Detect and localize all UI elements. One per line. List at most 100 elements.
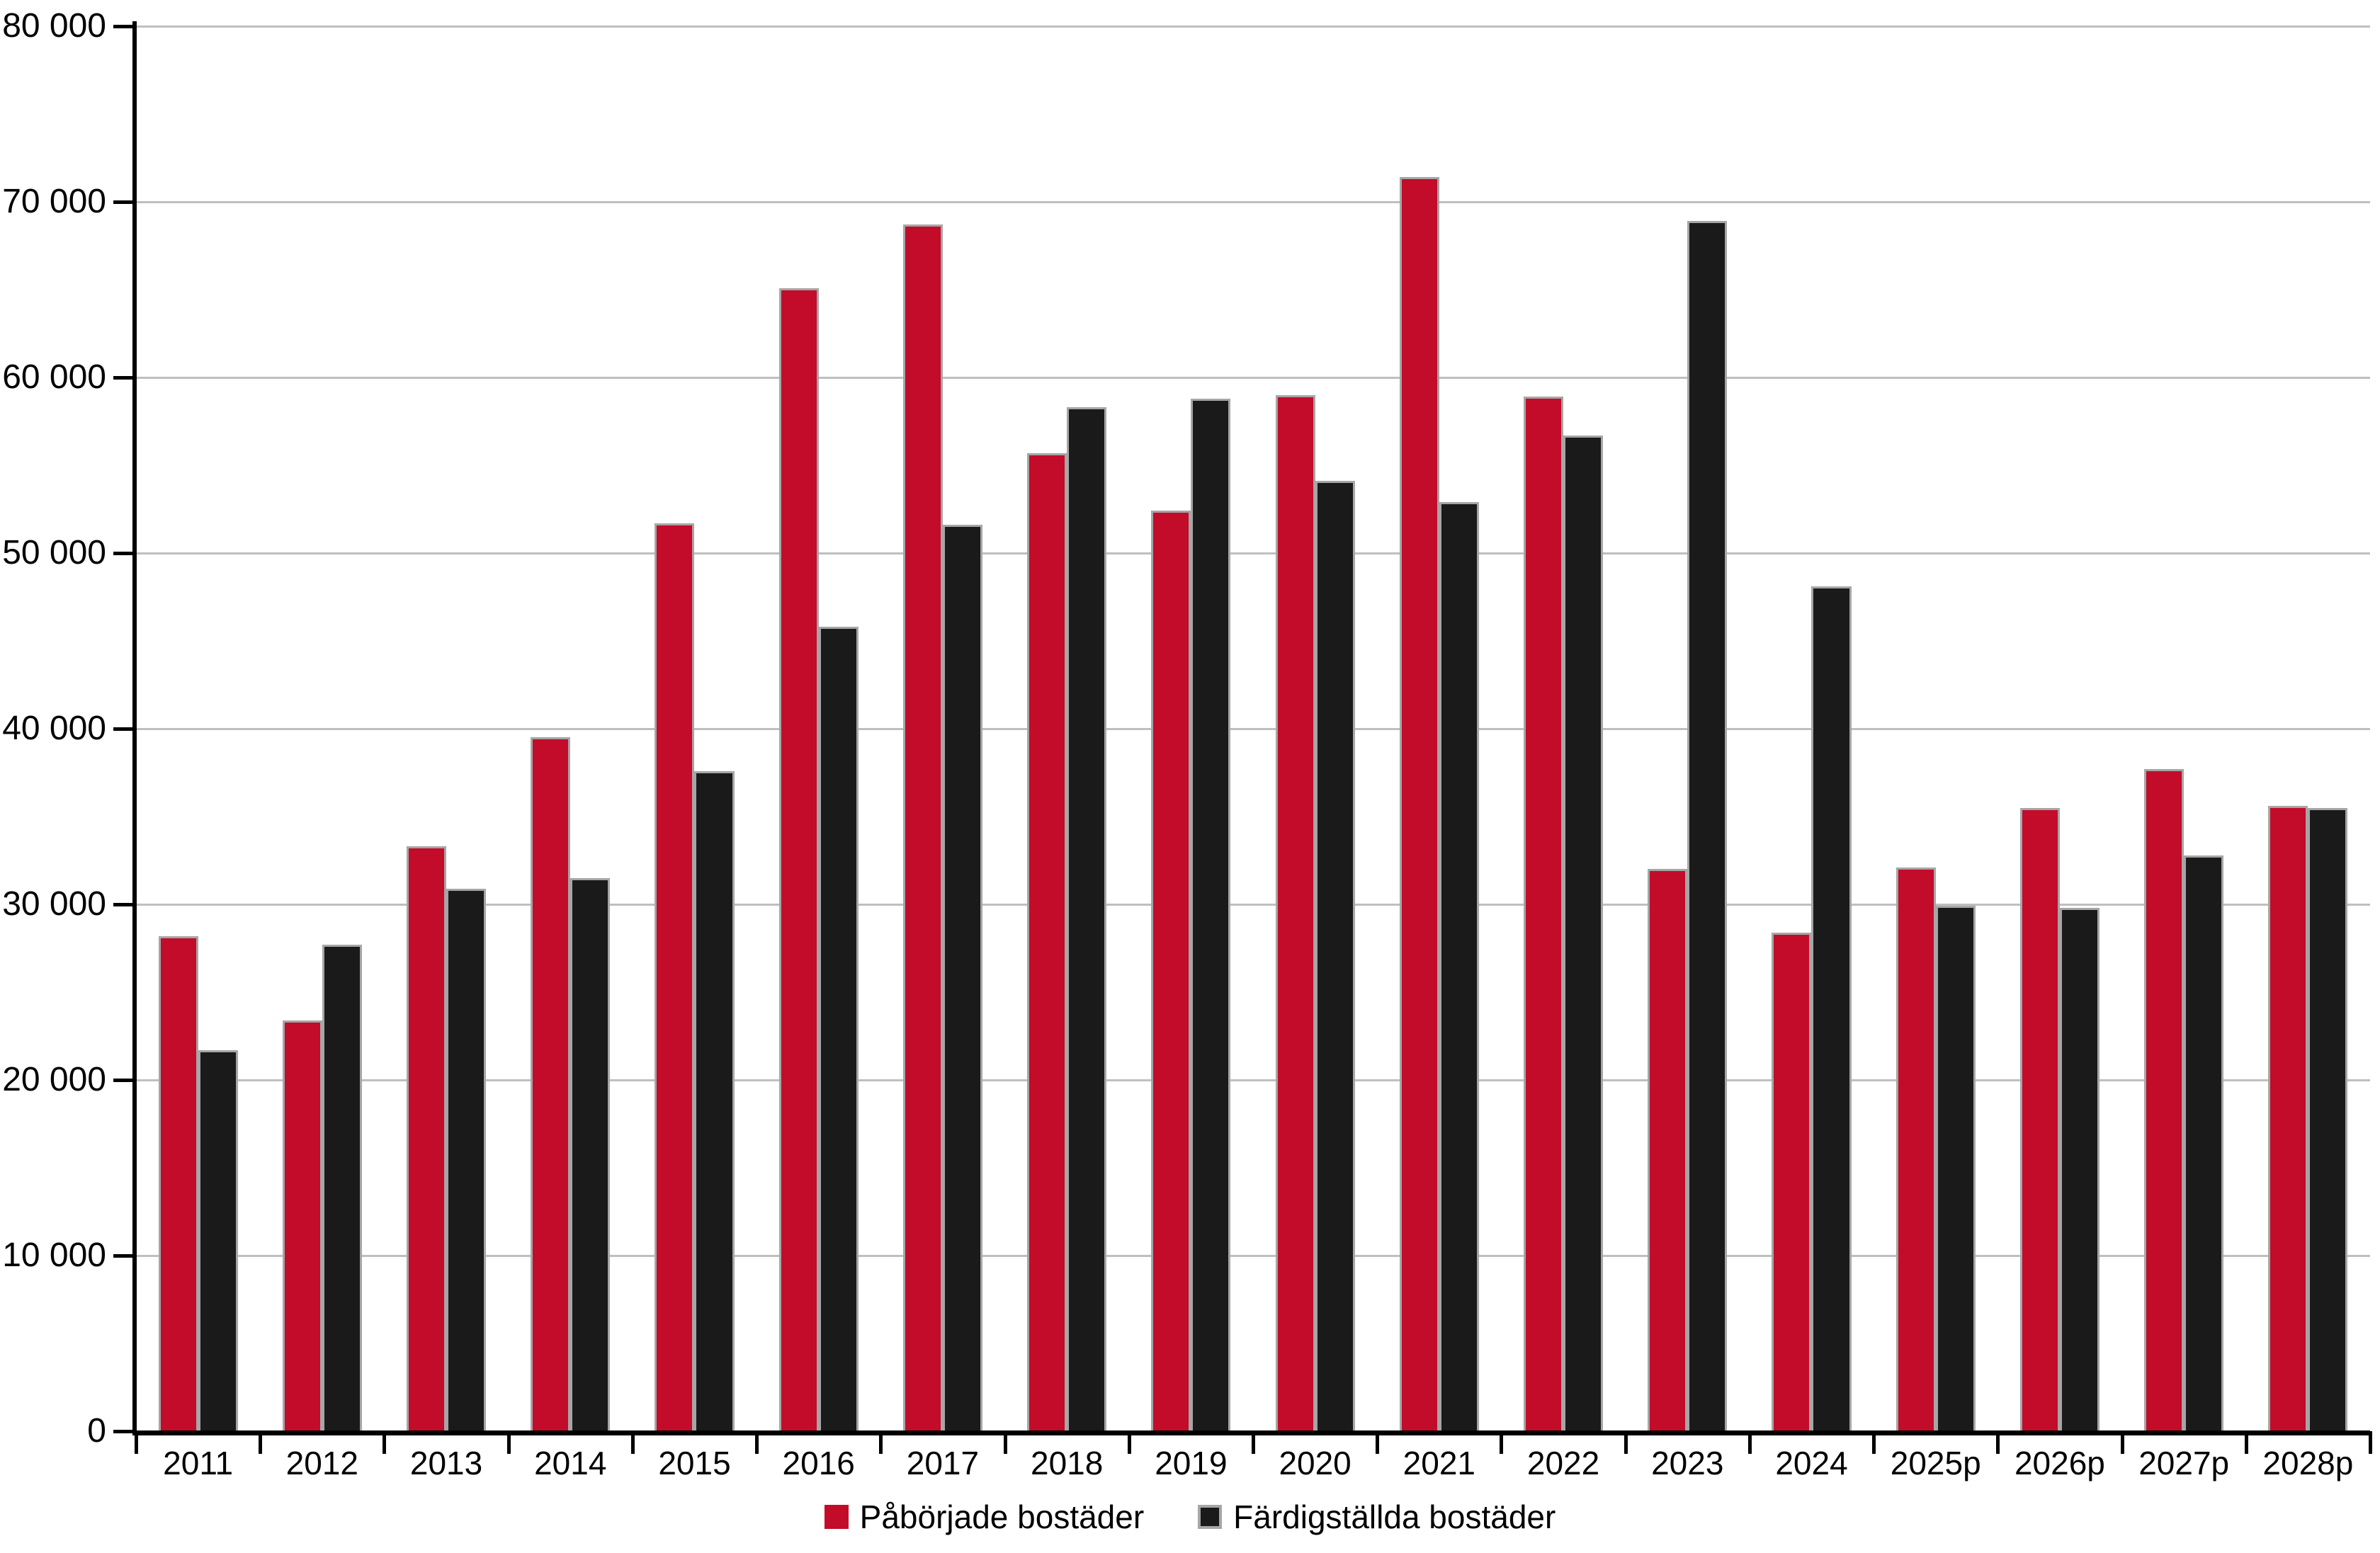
y-axis-line — [132, 21, 137, 1433]
bar-påbörjade-2025p — [1896, 867, 1936, 1431]
y-axis-tick-mark — [113, 1254, 135, 1258]
x-axis-tick-mark — [2244, 1431, 2248, 1454]
y-axis-tick-label: 40 000 — [2, 710, 106, 747]
y-axis-tick-label: 30 000 — [2, 885, 106, 923]
bar-group-2027p — [2122, 26, 2246, 1431]
x-axis-tick-label: 2014 — [534, 1445, 607, 1481]
bar-färdigställda-2015 — [694, 770, 735, 1431]
bar-group-2019 — [1129, 26, 1253, 1431]
y-axis-tick-mark — [113, 552, 135, 555]
bar-group-2012 — [260, 26, 384, 1431]
x-axis-tick-label: 2011 — [163, 1445, 234, 1481]
x-axis-tick-mark — [630, 1431, 635, 1454]
x-axis-tick-mark — [1376, 1431, 1380, 1454]
bar-group-2013 — [384, 26, 508, 1431]
bar-group-2016 — [756, 26, 880, 1431]
y-axis-labels: 80 000 70 000 60 000 50 000 40 000 30 000 20 0… — [0, 9, 106, 1448]
x-axis-tick-mark — [2369, 1431, 2372, 1454]
y-axis-tick-mark — [113, 1079, 135, 1082]
plot-area — [135, 25, 2372, 1454]
bar-färdigställda-2021 — [1439, 502, 1479, 1431]
x-axis-tick-label: 2024 — [1775, 1445, 1848, 1481]
y-axis-tick-label: 0 — [87, 1412, 106, 1450]
bar-färdigställda-2011 — [198, 1049, 238, 1431]
bar-färdigställda-2027p — [2184, 855, 2224, 1431]
x-axis-tick-label: 2021 — [1402, 1445, 1475, 1481]
bar-group-2014 — [509, 26, 633, 1431]
bar-group-2028p — [2246, 26, 2370, 1431]
bar-group-2017 — [880, 26, 1004, 1431]
x-axis-labels: 2011 2012 2013 2014 2015 2016 2017 2018 2019 2020… — [136, 1447, 2370, 1489]
x-axis-tick-label: 2020 — [1279, 1445, 1352, 1481]
gridline-70000 — [136, 200, 2370, 203]
x-axis-tick-mark — [2120, 1431, 2124, 1454]
bar-group-2011 — [136, 26, 260, 1431]
bar-påbörjade-2021 — [1399, 177, 1439, 1431]
x-axis-tick-label: 2026p — [2014, 1445, 2105, 1481]
bar-groups — [136, 26, 2370, 1431]
x-axis-tick-label: 2028p — [2262, 1445, 2354, 1481]
x-axis-tick-mark — [1996, 1431, 2000, 1454]
bar-group-2023 — [1626, 26, 1750, 1431]
bar-färdigställda-2022 — [1563, 435, 1604, 1431]
bar-påbörjade-2022 — [1523, 397, 1564, 1431]
bar-färdigställda-2023 — [1687, 221, 1728, 1431]
bar-färdigställda-2024 — [1811, 586, 1852, 1431]
x-axis-tick-mark — [879, 1431, 883, 1454]
x-axis-tick-label: 2015 — [658, 1445, 731, 1481]
x-axis-tick-mark — [1003, 1431, 1007, 1454]
legend-swatch-paborjade — [824, 1505, 849, 1529]
bar-påbörjade-2013 — [406, 846, 447, 1431]
bar-påbörjade-2020 — [1275, 394, 1315, 1431]
x-axis-tick-mark — [1252, 1431, 1255, 1454]
gridline-30000 — [136, 903, 2370, 906]
gridline-10000 — [136, 1254, 2370, 1257]
bar-påbörjade-2016 — [778, 288, 819, 1431]
bar-group-2025p — [1874, 26, 1998, 1431]
bar-färdigställda-2013 — [446, 888, 487, 1431]
bar-påbörjade-2019 — [1151, 511, 1191, 1431]
x-axis-tick-mark — [1127, 1431, 1131, 1454]
bar-group-2021 — [1377, 26, 1501, 1431]
bar-påbörjade-2023 — [1648, 869, 1688, 1431]
x-axis-tick-mark — [135, 1431, 138, 1454]
y-axis-tick-mark — [113, 376, 135, 380]
x-axis-tick-label: 2025p — [1890, 1445, 1981, 1481]
bar-färdigställda-2018 — [1067, 407, 1107, 1431]
bar-påbörjade-2012 — [282, 1020, 322, 1431]
bar-group-2026p — [1998, 26, 2121, 1431]
x-axis-tick-mark — [259, 1431, 263, 1454]
x-axis-tick-mark — [506, 1431, 511, 1454]
bar-färdigställda-2016 — [818, 627, 858, 1431]
gridline-50000 — [136, 552, 2370, 554]
legend-label-fardigstallda: Färdigställda bostäder — [1233, 1498, 1556, 1535]
bar-färdigställda-2012 — [322, 945, 362, 1431]
bar-påbörjade-2028p — [2268, 806, 2308, 1431]
bar-group-2022 — [1501, 26, 1625, 1431]
x-axis-tick-mark — [1872, 1431, 1876, 1454]
bar-group-2018 — [1005, 26, 1129, 1431]
legend-item-paborjade: Påbörjade bostäder — [824, 1498, 1145, 1535]
x-axis-tick-label: 2023 — [1651, 1445, 1724, 1481]
y-axis-tick-mark — [113, 200, 135, 204]
y-axis-tick-mark — [113, 903, 135, 906]
y-axis-tick-mark — [113, 727, 135, 731]
gridline-40000 — [136, 727, 2370, 730]
legend-label-paborjade: Påbörjade bostäder — [859, 1498, 1145, 1535]
y-axis-tick-label: 20 000 — [2, 1061, 106, 1098]
bar-group-2015 — [633, 26, 756, 1431]
bar-group-2020 — [1253, 26, 1377, 1431]
x-axis-tick-label: 2016 — [782, 1445, 855, 1481]
legend-item-fardigstallda: Färdigställda bostäder — [1198, 1501, 1556, 1533]
legend-swatch-fardigstallda — [1198, 1505, 1223, 1529]
y-axis-tick-label: 80 000 — [2, 7, 106, 45]
y-axis-tick-label: 70 000 — [2, 183, 106, 220]
bar-färdigställda-2028p — [2308, 807, 2348, 1431]
y-axis-tick-mark — [113, 25, 135, 28]
bar-påbörjade-2027p — [2144, 769, 2184, 1431]
y-axis-tick-label: 60 000 — [2, 358, 106, 396]
bar-påbörjade-2026p — [2019, 807, 2060, 1431]
x-axis-tick-label: 2027p — [2138, 1445, 2230, 1481]
x-axis-tick-mark — [1747, 1431, 1752, 1454]
